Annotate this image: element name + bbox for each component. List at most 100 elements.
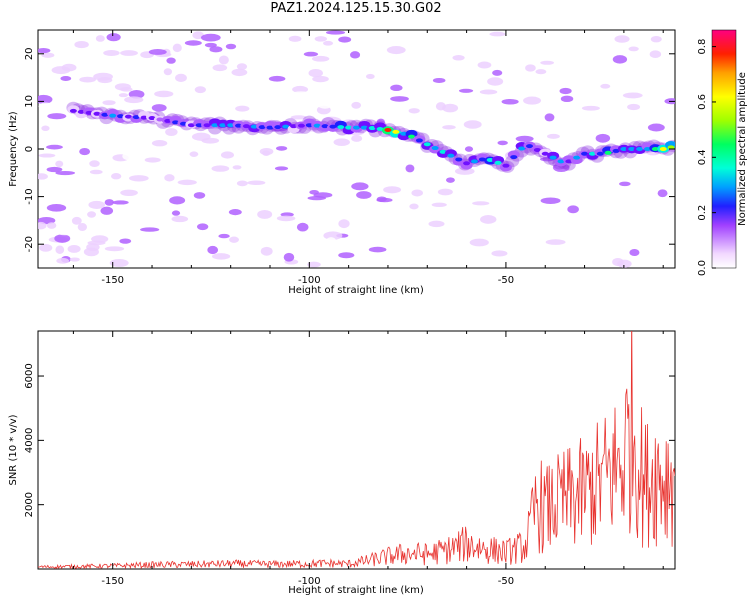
spectrogram-ridge-core — [573, 155, 581, 160]
spectrogram-ridge-core — [620, 147, 628, 151]
spectrogram-ridge-core — [101, 112, 109, 117]
spectrogram-speckle — [124, 96, 144, 104]
spectrogram-speckle — [657, 189, 668, 198]
spectrogram-speckle — [581, 105, 600, 111]
spectrogram-speckle — [46, 166, 63, 173]
colorbar-tick-label: 0.6 — [697, 94, 708, 110]
spectrogram-speckle — [525, 64, 536, 72]
spectrogram-speckle — [560, 95, 574, 103]
spectrogram-speckle — [169, 196, 186, 205]
spectrogram-speckle — [106, 33, 121, 42]
spectrogram-ridge-core — [549, 155, 557, 160]
spectrogram-speckle — [62, 91, 76, 96]
spectrogram-ridge-core — [643, 147, 651, 151]
spectrogram-speckle — [71, 216, 82, 225]
spectrogram-ridge-core — [423, 142, 431, 147]
spectrogram-ridge-core — [463, 161, 471, 166]
spectrogram-speckle — [501, 98, 519, 105]
spectrogram-speckle — [95, 35, 105, 42]
spectrogram-ridge-core — [140, 115, 148, 120]
spectrogram-speckle — [540, 60, 555, 65]
spectrogram-speckle — [148, 48, 167, 55]
spectrogram-speckle — [390, 84, 403, 92]
spectrogram-speckle — [276, 215, 296, 222]
spectrogram-speckle — [308, 68, 323, 78]
page-title: PAZ1.2024.125.15.30.G02 — [270, 1, 442, 16]
spectrogram-ridge-core — [392, 129, 400, 134]
spectrogram-speckle — [619, 181, 631, 187]
spectrogram-speckle — [55, 160, 64, 168]
spectrogram-speckle — [211, 165, 230, 172]
spectrogram-speckle — [552, 163, 570, 173]
spectrogram-ridge-core — [297, 123, 305, 128]
spectrogram-speckle — [464, 146, 474, 152]
spectrogram-speckle — [41, 52, 55, 58]
colorbar-gradient — [711, 29, 737, 269]
spectrogram-ridge-core — [494, 160, 502, 165]
spectrogram-speckle — [262, 150, 271, 156]
spectrogram-ridge-core — [353, 125, 360, 130]
spectrogram-speckle — [112, 200, 129, 205]
spectrogram-speckle — [191, 132, 211, 141]
spectrogram-speckle — [428, 220, 445, 228]
spectrogram-speckle — [405, 164, 415, 173]
spectrogram-speckle — [232, 165, 242, 170]
spectrogram-speckle — [46, 222, 57, 229]
spectrogram-ridge-core — [282, 124, 290, 129]
colorbar-ticks: 0.0 0.2 0.4 0.6 0.8 — [697, 39, 716, 276]
spectrogram-ridge-core — [439, 149, 447, 154]
spectrogram-speckle — [628, 46, 639, 52]
spectrogram-ridge-core — [337, 125, 345, 130]
spectrogram-speckle — [386, 176, 407, 184]
snr-xtick-label: -100 — [298, 576, 321, 587]
spectrogram-speckle — [38, 102, 54, 111]
spectrogram-speckle — [39, 244, 53, 252]
spectrogram-speckle — [491, 250, 508, 257]
snr-xlabel: Height of straight line (km) — [288, 585, 424, 596]
spectrogram-speckle — [275, 146, 288, 151]
spectrogram-speckle — [207, 245, 219, 255]
spectrogram-speckle — [437, 188, 453, 196]
spectrogram-ridge-core — [305, 123, 313, 128]
spectrogram-speckle — [489, 31, 506, 37]
spectrogram-ridge-core — [486, 157, 494, 162]
spectrogram-speckle — [88, 200, 106, 209]
spectrogram-speckle — [431, 202, 447, 207]
spectrogram-speckle — [111, 173, 122, 180]
spectrogram-speckle — [376, 196, 387, 202]
spectrogram-speckle — [220, 151, 235, 159]
spectrogram-speckle — [477, 61, 492, 69]
spectrogram-speckle — [247, 180, 266, 186]
spectrogram-ridge-core — [329, 124, 337, 129]
spectrogram-speckle — [51, 66, 71, 75]
spectrogram-speckle — [104, 246, 125, 252]
spectrogram-speckle — [189, 151, 199, 157]
spectrogram-speckle — [292, 85, 309, 93]
spectrogram-ridge-core — [109, 113, 117, 118]
spectrogram-speckle — [211, 253, 231, 260]
spectrogram-speckle — [288, 35, 302, 42]
spectrogram-speckle — [463, 120, 482, 129]
spectrogram-speckle — [58, 52, 74, 58]
spectrogram-ridge-core — [502, 163, 510, 168]
spectrogram-speckle — [307, 195, 327, 201]
spectrogram-ridge-core — [211, 123, 219, 128]
spectrogram-ridge-core — [581, 151, 589, 156]
snr-frame — [37, 330, 676, 570]
spectrogram-heatmap — [38, 30, 675, 268]
spectrogram-speckle — [229, 236, 239, 243]
spectrogram-speckle — [89, 169, 103, 175]
spectrogram-speckle — [166, 57, 176, 64]
spectrogram-speckle — [338, 252, 355, 259]
spectrogram-ridge-core — [274, 125, 282, 130]
spectrogram-speckle — [274, 166, 289, 171]
snr-ytick-label: 2000 — [24, 492, 35, 517]
spectrogram-speckle — [432, 77, 446, 84]
spectrogram-speckle — [38, 173, 48, 180]
spectrogram-speckle — [175, 73, 187, 83]
spectrogram-speckle — [144, 157, 161, 163]
snr-xtick-label: -50 — [498, 576, 514, 587]
spectrogram-ridge-core — [187, 123, 195, 128]
spectrogram-speckle — [351, 134, 363, 142]
